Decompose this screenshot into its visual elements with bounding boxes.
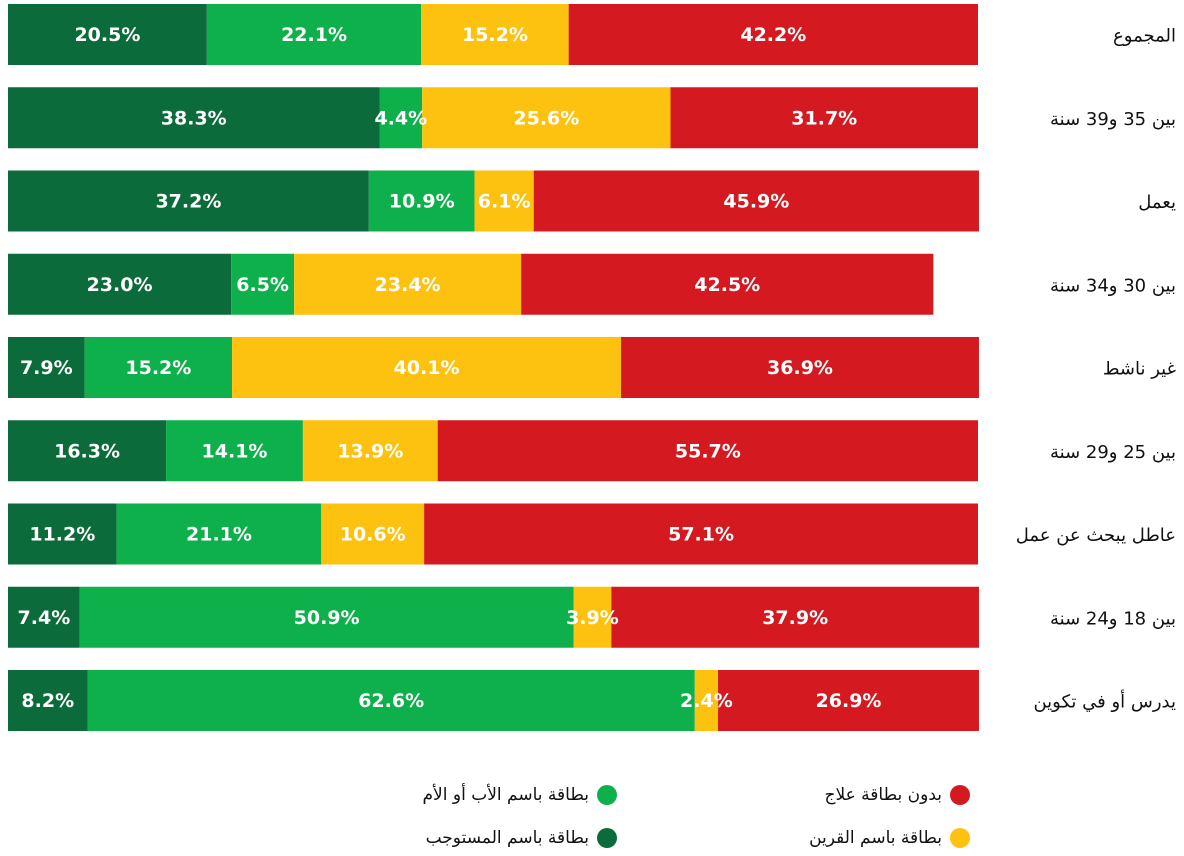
bar-segment (573, 586, 612, 648)
bar-segment (8, 337, 85, 398)
category-label: بين 30 و34 سنة (1050, 275, 1176, 296)
legend-swatch (597, 828, 617, 848)
category-label: بين 18 و24 سنة (1050, 608, 1176, 629)
category-label: بين 35 و39 سنة (1050, 109, 1176, 130)
legend-label: بطاقة باسم القرين (809, 828, 942, 848)
value-label: 7.4% (18, 607, 71, 629)
bar-segment (8, 87, 380, 149)
bar-segment (302, 420, 438, 482)
legend-label: بطاقة باسم المستوجب (426, 828, 589, 848)
bar-segment (294, 253, 522, 315)
bar-segment (206, 4, 422, 65)
bar-segment (8, 670, 88, 731)
value-label: 23.0% (87, 274, 153, 296)
legend-swatch (950, 828, 970, 848)
category-label: غير ناشط (1103, 359, 1176, 380)
value-label: 15.2% (462, 24, 528, 46)
value-label: 31.7% (791, 107, 857, 129)
value-label: 62.6% (358, 690, 424, 712)
bar-segment (718, 670, 979, 731)
bar-segment (116, 503, 322, 565)
bar-segment (424, 503, 978, 565)
value-label: 26.9% (816, 690, 882, 712)
bar-segment (84, 337, 233, 398)
value-label: 10.9% (389, 191, 455, 213)
value-label: 3.9% (566, 607, 619, 629)
value-label: 50.9% (294, 607, 360, 629)
value-label: 15.2% (125, 357, 191, 379)
bar-segment (232, 337, 622, 398)
bar-segment (670, 87, 978, 149)
value-label: 2.4% (680, 690, 733, 712)
bar-segment (8, 586, 80, 648)
value-label: 20.5% (74, 24, 140, 46)
value-label: 23.4% (375, 274, 441, 296)
bar-segment (368, 170, 475, 232)
bar-segment (231, 253, 295, 315)
bar-segment (694, 670, 719, 731)
value-label: 42.2% (740, 24, 806, 46)
category-label: يدرس أو في تكوين (1033, 690, 1176, 713)
value-label: 8.2% (21, 690, 74, 712)
value-label: 10.6% (340, 524, 406, 546)
value-label: 55.7% (675, 440, 741, 462)
value-label: 22.1% (281, 24, 347, 46)
value-label: 57.1% (668, 524, 734, 546)
bar-segment (568, 4, 978, 65)
category-label: المجموع (1113, 26, 1176, 47)
bar-segment (437, 420, 979, 482)
bar-segment (321, 503, 425, 565)
value-label: 7.9% (20, 357, 73, 379)
bar-segment (521, 253, 934, 315)
value-label: 38.3% (161, 107, 227, 129)
category-label: بين 25 و29 سنة (1050, 442, 1176, 463)
bar-segment (421, 4, 569, 65)
bar-segment (621, 337, 979, 398)
value-label: 6.1% (478, 191, 531, 213)
value-label: 14.1% (202, 440, 268, 462)
legend-swatch (950, 785, 970, 805)
legend-label: بدون بطاقة علاج (824, 785, 942, 805)
bar-segment (8, 503, 117, 565)
value-label: 6.5% (236, 274, 289, 296)
bar-segment (474, 170, 534, 232)
value-label: 40.1% (394, 357, 460, 379)
bar-segment (422, 87, 671, 149)
value-label: 36.9% (767, 357, 833, 379)
value-label: 13.9% (337, 440, 403, 462)
value-label: 21.1% (186, 524, 252, 546)
bar-segment (8, 253, 232, 315)
value-label: 37.9% (762, 607, 828, 629)
value-label: 37.2% (155, 191, 221, 213)
category-label: عاطل يبحث عن عمل (1016, 525, 1176, 546)
legend-label: بطاقة باسم الأب أو الأم (423, 783, 589, 805)
bar-segment (166, 420, 303, 482)
value-label: 11.2% (29, 524, 95, 546)
value-label: 45.9% (723, 191, 789, 213)
value-label: 42.5% (694, 274, 760, 296)
value-label: 25.6% (513, 107, 579, 129)
value-label: 16.3% (54, 440, 120, 462)
bar-segment (87, 670, 695, 731)
value-label: 4.4% (374, 107, 427, 129)
category-label: يعمل (1138, 192, 1176, 213)
bar-segment (379, 87, 423, 149)
bar-segment (611, 586, 979, 648)
bar-segment (533, 170, 979, 232)
bar-segment (8, 420, 167, 482)
bar-segment (79, 586, 574, 648)
bar-segment (8, 4, 207, 65)
legend-swatch (597, 785, 617, 805)
bar-segment (8, 170, 369, 232)
